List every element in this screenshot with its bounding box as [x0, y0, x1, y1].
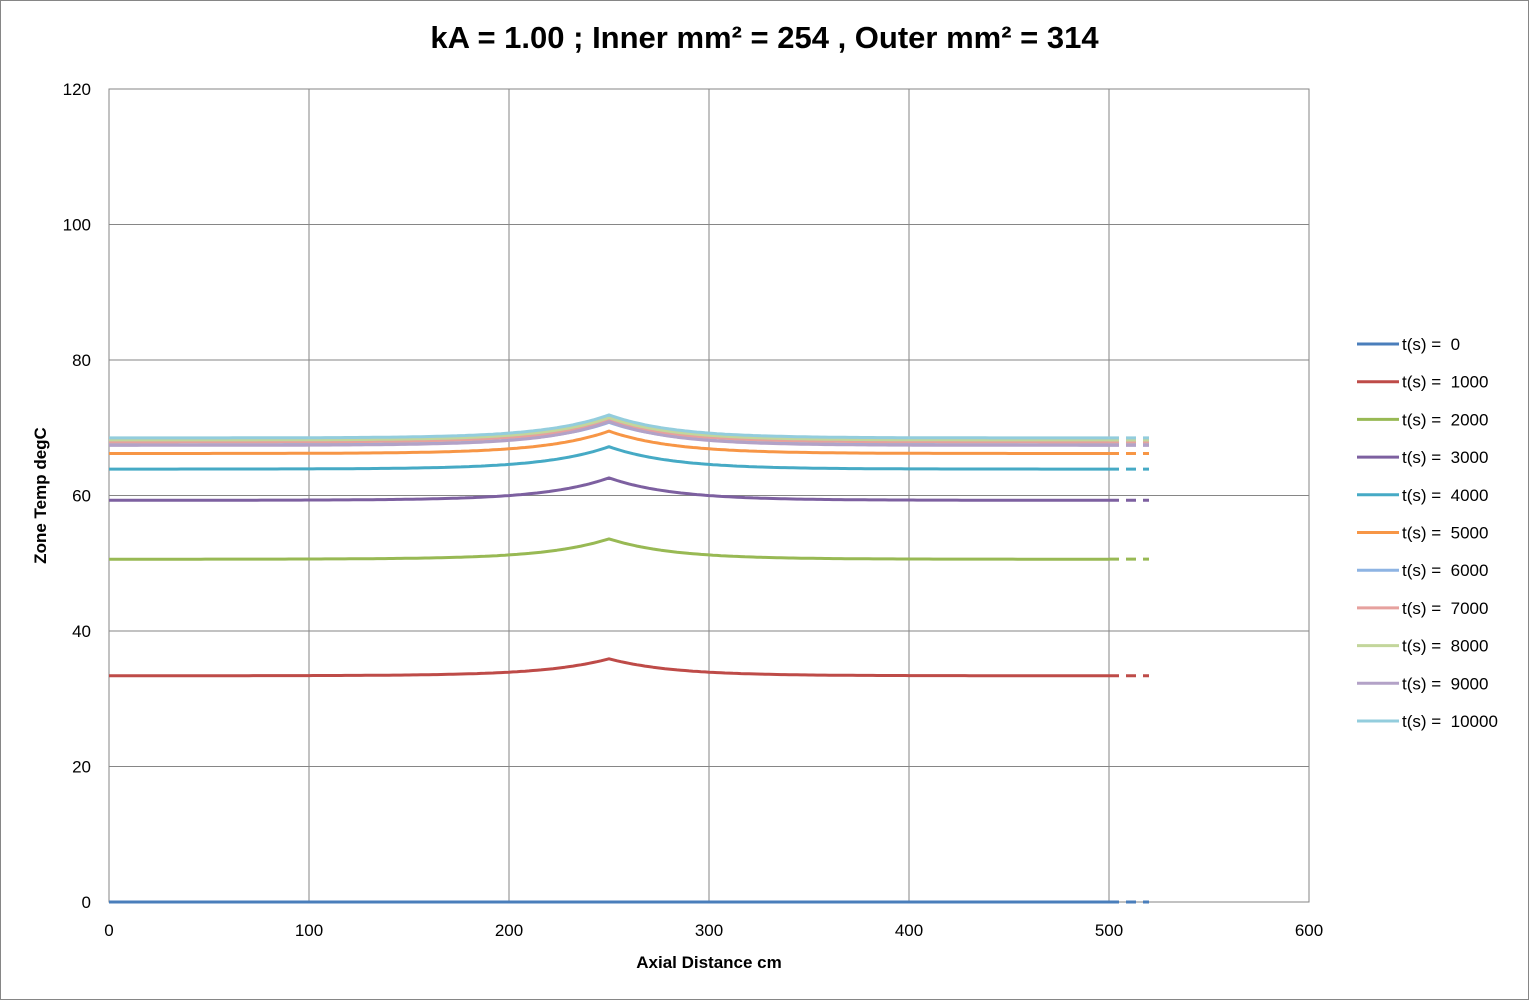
y-tick-label: 80	[72, 351, 91, 370]
legend: t(s) = 0 t(s) = 1000 t(s) = 2000 t(s) = 300…	[1357, 335, 1498, 731]
x-tick-label: 500	[1095, 921, 1123, 940]
gridlines	[108, 88, 1310, 903]
legend-label: t(s) = 8000	[1402, 637, 1488, 656]
legend-label: t(s) = 1000	[1402, 373, 1488, 392]
legend-label: t(s) = 10000	[1402, 712, 1498, 731]
y-tick-label: 40	[72, 622, 91, 641]
x-tick-label: 300	[695, 921, 723, 940]
x-tick-label: 600	[1295, 921, 1323, 940]
y-tick-label: 100	[63, 216, 91, 235]
series-line	[109, 657, 1109, 678]
x-tick-label: 0	[104, 921, 113, 940]
series-line	[109, 416, 1109, 442]
legend-label: t(s) = 3000	[1402, 448, 1488, 467]
legend-label: t(s) = 4000	[1402, 486, 1488, 505]
series-line	[109, 413, 1109, 440]
x-tick-label: 200	[495, 921, 523, 940]
y-tick-label: 60	[72, 487, 91, 506]
tick-labels: 0 20 40 60 80 100 120 0 100 200 300 400 500 600	[63, 80, 1324, 940]
y-tick-label: 0	[82, 893, 91, 912]
series-line	[109, 445, 1109, 471]
series-layer	[109, 413, 1149, 904]
x-tick-label: 100	[295, 921, 323, 940]
x-axis-title: Axial Distance cm	[636, 953, 782, 972]
legend-label: t(s) = 7000	[1402, 599, 1488, 618]
legend-label: t(s) = 5000	[1402, 524, 1488, 543]
legend-label: t(s) = 0	[1402, 335, 1460, 354]
x-tick-label: 400	[895, 921, 923, 940]
y-tick-label: 20	[72, 758, 91, 777]
series-line	[109, 418, 1109, 444]
series-line	[109, 476, 1109, 502]
chart-title: kA = 1.00 ; Inner mm² = 254 , Outer mm² …	[430, 20, 1099, 55]
legend-label: t(s) = 6000	[1402, 561, 1488, 580]
series-line	[109, 429, 1109, 455]
legend-label: t(s) = 2000	[1402, 410, 1488, 429]
series-line	[109, 537, 1109, 561]
series-line	[109, 420, 1109, 447]
y-axis-title: Zone Temp degC	[31, 427, 50, 564]
legend-label: t(s) = 9000	[1402, 674, 1488, 693]
y-tick-label: 120	[63, 80, 91, 99]
